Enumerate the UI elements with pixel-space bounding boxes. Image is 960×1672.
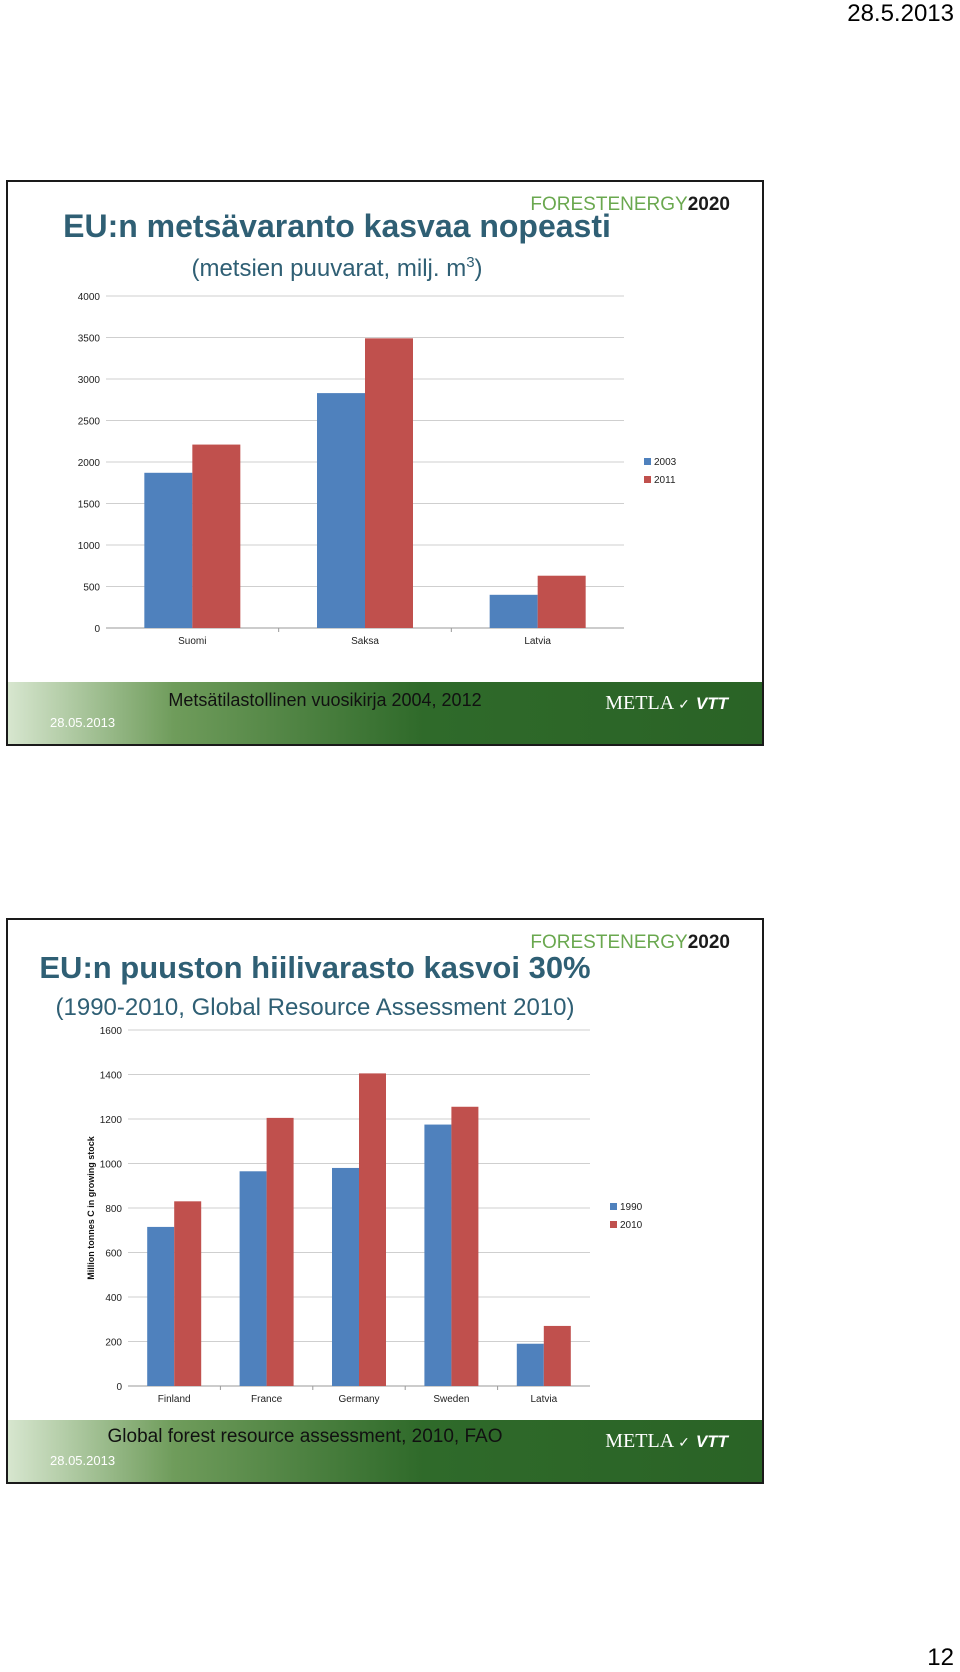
slide-footer: Metsätilastollinen vuosikirja 2004, 2012… [8, 682, 762, 744]
bar-france-2010 [266, 1117, 294, 1386]
forestenergy-logo: FORESTENERGY2020 [530, 932, 730, 954]
y-tick-label: 400 [105, 1293, 122, 1304]
x-tick-label: Saksa [351, 636, 379, 647]
x-tick-label: France [251, 1394, 283, 1405]
x-tick-label: Latvia [530, 1394, 557, 1405]
y-tick-label: 1400 [100, 1071, 123, 1082]
y-axis-label: Million tonnes C in growing stock [86, 1135, 96, 1279]
logo-text-2020: 2020 [687, 932, 730, 953]
y-tick-label: 1600 [100, 1026, 123, 1037]
y-tick-label: 3500 [78, 334, 101, 345]
metla-logo-text: METLA [605, 1430, 675, 1452]
slide-footer: Global forest resource assessment, 2010,… [8, 1420, 762, 1482]
slide-carbon-stock: FORESTENERGY2020 EU:n puuston hiilivaras… [6, 918, 764, 1484]
y-tick-label: 1000 [78, 541, 101, 552]
logo-text-forestenergy: FORESTENERGY [530, 194, 688, 215]
legend-swatch [644, 458, 651, 465]
bar-saksa-2003 [317, 393, 365, 628]
x-tick-label: Suomi [178, 636, 206, 647]
y-tick-label: 0 [116, 1382, 122, 1393]
bar-latvia-1990 [516, 1343, 544, 1386]
bar-suomi-2011 [192, 444, 241, 628]
legend-swatch [644, 476, 651, 483]
page-date: 28.5.2013 [847, 0, 954, 27]
bar-saksa-2011 [365, 338, 413, 628]
y-tick-label: 1500 [78, 500, 101, 511]
logo-text-2020: 2020 [687, 194, 730, 215]
bar-sweden-1990 [424, 1124, 452, 1386]
y-tick-label: 2000 [78, 458, 101, 469]
y-tick-label: 3000 [78, 375, 101, 386]
bar-latvia-2011 [537, 575, 586, 628]
chart-carbon-stock: 0 200 400 600 800 1000 1200 1400 1600 Finland Fran… [86, 1026, 643, 1405]
metla-logo-text: METLA [605, 692, 675, 714]
legend-label: 1990 [620, 1202, 643, 1213]
chart-forest-stock: 0 500 1000 1500 2000 2500 3000 3500 4000 Suomi Sak… [78, 292, 677, 647]
vtt-logo-text: VTT [695, 1432, 728, 1451]
footer-date: 28.05.2013 [50, 1453, 116, 1468]
logo-text-forestenergy: FORESTENERGY [530, 932, 688, 953]
bar-sweden-2010 [451, 1106, 479, 1386]
slide-title: EU:n puuston hiilivarasto kasvoi 30% [39, 950, 591, 985]
y-tick-label: 0 [94, 624, 100, 635]
bar-france-1990 [239, 1171, 267, 1386]
bar-germany-2010 [359, 1073, 386, 1386]
y-tick-label: 1200 [100, 1115, 123, 1126]
slide-subtitle: (metsien puuvarat, milj. m3) [8, 254, 714, 283]
page-number: 12 [927, 1644, 954, 1671]
subtitle-close: ) [474, 255, 483, 282]
bar-latvia-2003 [489, 594, 538, 628]
source-citation: Global forest resource assessment, 2010,… [107, 1426, 503, 1447]
footer-date: 28.05.2013 [50, 715, 116, 730]
vtt-logo-text: VTT [695, 694, 728, 713]
x-tick-label: Latvia [524, 636, 551, 647]
subtitle-superscript: 3 [466, 254, 475, 271]
source-citation: Metsätilastollinen vuosikirja 2004, 2012 [168, 690, 482, 710]
forestenergy-logo: FORESTENERGY2020 [530, 194, 730, 216]
y-tick-label: 4000 [78, 292, 101, 303]
legend-label: 2011 [654, 475, 676, 486]
checkmark-icon: ✓ [678, 1436, 690, 1451]
slide-title: EU:n metsävaranto kasvaa nopeasti [63, 208, 611, 244]
x-tick-label: Finland [158, 1394, 191, 1405]
x-tick-label: Germany [338, 1394, 379, 1405]
metla-vtt-logo: METLA ✓ VTT [605, 1430, 728, 1453]
x-tick-label: Sweden [433, 1394, 469, 1405]
y-tick-label: 600 [105, 1249, 122, 1260]
legend-label: 2010 [620, 1220, 643, 1231]
subtitle-text: (metsien puuvarat, milj. m [191, 255, 467, 282]
legend-label: 2003 [654, 457, 677, 468]
bar-suomi-2003 [144, 472, 193, 628]
bar-latvia-2010 [543, 1325, 571, 1386]
slide-forest-resources: FORESTENERGY2020 EU:n metsävaranto kasva… [6, 180, 764, 746]
y-tick-label: 800 [105, 1204, 122, 1215]
y-tick-label: 2500 [78, 417, 101, 428]
bar-germany-1990 [332, 1167, 359, 1386]
bar-finland-1990 [147, 1226, 175, 1386]
metla-vtt-logo: METLA ✓ VTT [605, 692, 728, 715]
y-tick-label: 1000 [100, 1160, 123, 1171]
legend-swatch [610, 1203, 617, 1210]
bar-finland-2010 [174, 1201, 202, 1386]
slide-subtitle: (1990-2010, Global Resource Assessment 2… [55, 994, 575, 1021]
checkmark-icon: ✓ [678, 698, 690, 713]
legend-swatch [610, 1221, 617, 1228]
y-tick-label: 500 [83, 583, 100, 594]
y-tick-label: 200 [105, 1338, 122, 1349]
